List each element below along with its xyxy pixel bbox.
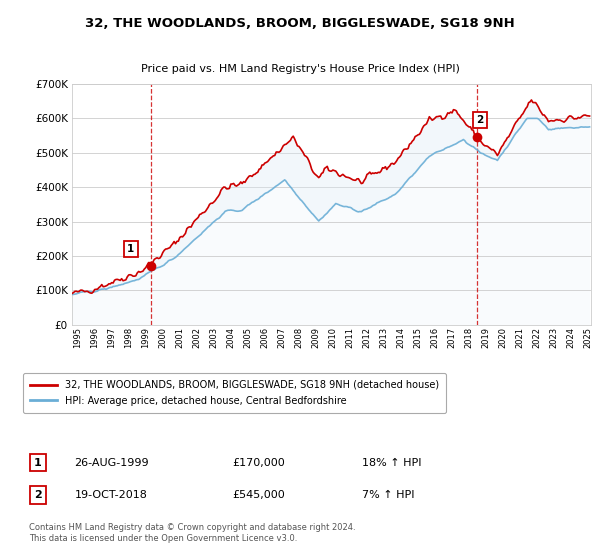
Text: 2020: 2020 (498, 326, 507, 348)
Text: 2018: 2018 (464, 326, 473, 348)
Text: 2000: 2000 (158, 326, 167, 348)
Text: 1997: 1997 (107, 326, 116, 348)
Text: 2005: 2005 (243, 326, 252, 348)
Text: 2021: 2021 (515, 326, 524, 348)
Text: 2014: 2014 (396, 326, 405, 348)
Text: 2024: 2024 (566, 326, 575, 348)
Text: 2022: 2022 (532, 326, 541, 348)
Text: 2007: 2007 (277, 326, 286, 348)
Text: 2002: 2002 (192, 326, 201, 348)
Text: 2013: 2013 (379, 326, 388, 348)
Legend: 32, THE WOODLANDS, BROOM, BIGGLESWADE, SG18 9NH (detached house), HPI: Average p: 32, THE WOODLANDS, BROOM, BIGGLESWADE, S… (23, 373, 446, 413)
Text: 2016: 2016 (430, 326, 439, 348)
Text: 2009: 2009 (311, 326, 320, 348)
Text: Price paid vs. HM Land Registry's House Price Index (HPI): Price paid vs. HM Land Registry's House … (140, 64, 460, 74)
Text: 2023: 2023 (550, 326, 559, 348)
Text: 2010: 2010 (328, 326, 337, 348)
Text: 7% ↑ HPI: 7% ↑ HPI (362, 490, 415, 500)
Text: 2019: 2019 (481, 326, 490, 348)
Text: 1999: 1999 (141, 326, 150, 348)
Text: 2004: 2004 (226, 326, 235, 348)
Text: 2017: 2017 (447, 326, 456, 348)
Text: 18% ↑ HPI: 18% ↑ HPI (362, 458, 422, 468)
Text: 19-OCT-2018: 19-OCT-2018 (74, 490, 147, 500)
Text: 1998: 1998 (124, 326, 133, 348)
Text: 2: 2 (476, 115, 484, 125)
Text: 2001: 2001 (175, 326, 184, 348)
Text: 2006: 2006 (260, 326, 269, 348)
Text: 2012: 2012 (362, 326, 371, 348)
Text: 26-AUG-1999: 26-AUG-1999 (74, 458, 149, 468)
Text: 2011: 2011 (345, 326, 354, 348)
Text: 32, THE WOODLANDS, BROOM, BIGGLESWADE, SG18 9NH: 32, THE WOODLANDS, BROOM, BIGGLESWADE, S… (85, 17, 515, 30)
Text: 2003: 2003 (209, 326, 218, 348)
Text: £170,000: £170,000 (232, 458, 285, 468)
Text: Contains HM Land Registry data © Crown copyright and database right 2024.
This d: Contains HM Land Registry data © Crown c… (29, 524, 356, 543)
Text: 1995: 1995 (73, 326, 82, 348)
Text: 1: 1 (127, 244, 134, 254)
Text: 1996: 1996 (90, 326, 99, 348)
Text: 2008: 2008 (294, 326, 303, 348)
Text: 2: 2 (34, 490, 41, 500)
Text: £545,000: £545,000 (232, 490, 285, 500)
Text: 2025: 2025 (583, 326, 592, 348)
Text: 1: 1 (34, 458, 41, 468)
Text: 2015: 2015 (413, 326, 422, 348)
